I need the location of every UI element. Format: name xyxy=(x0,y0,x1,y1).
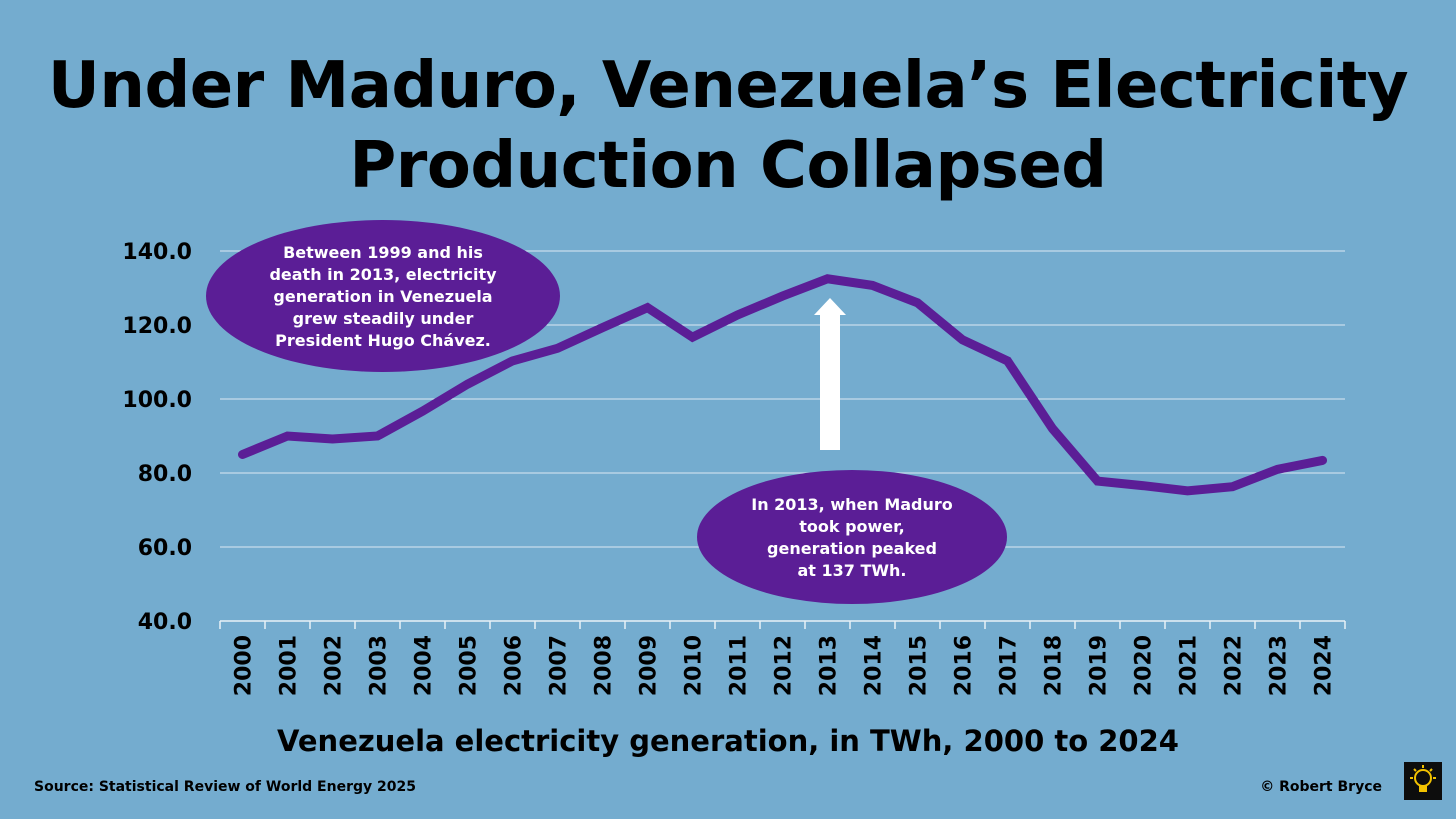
x-tick-label: 2005 xyxy=(457,635,482,696)
y-axis-ticks: 40.0 60.0 80.0 100.0 120.0 140.0 xyxy=(122,240,192,635)
x-tick-label: 2011 xyxy=(727,635,752,696)
x-axis-ticks: 2000 2001 2002 2003 2004 2005 2006 2007 2008 2009… xyxy=(232,635,1337,696)
x-tick-label: 2022 xyxy=(1222,635,1247,696)
x-tick-label: 2017 xyxy=(997,635,1022,696)
callouts: Between 1999 and his death in 2013, elect… xyxy=(206,220,1007,604)
chavez-callout-text: death in 2013, electricity xyxy=(269,265,497,284)
y-tick-label: 100.0 xyxy=(122,388,192,413)
up-arrow-icon xyxy=(814,298,846,450)
x-tick-label: 2021 xyxy=(1177,635,1202,696)
copyright-credit: © Robert Bryce xyxy=(1260,779,1382,795)
x-tick-label: 2012 xyxy=(772,635,797,696)
maduro-callout-text: In 2013, when Maduro xyxy=(751,495,953,514)
y-tick-label: 80.0 xyxy=(138,462,192,487)
series-group xyxy=(238,274,1327,496)
y-tick-label: 140.0 xyxy=(122,240,192,265)
chart-title: Under Maduro, Venezuela’s Electricity Pr… xyxy=(47,49,1409,203)
x-tick-label: 2015 xyxy=(907,635,932,696)
chavez-callout-text: Between 1999 and his xyxy=(283,243,483,262)
maduro-callout-text: took power, xyxy=(799,517,905,536)
x-axis-label: Venezuela electricity generation, in TWh… xyxy=(277,724,1179,758)
lightbulb-logo-icon xyxy=(1404,762,1442,800)
x-tick-label: 2019 xyxy=(1087,635,1112,696)
y-tick-label: 60.0 xyxy=(138,536,192,561)
y-tick-label: 120.0 xyxy=(122,314,192,339)
x-tick-label: 2013 xyxy=(817,635,842,696)
chavez-callout-text: grew steadily under xyxy=(293,309,474,328)
x-tick-label: 2000 xyxy=(232,635,257,696)
x-tick-label: 2002 xyxy=(322,635,347,696)
x-tick-label: 2004 xyxy=(412,635,437,696)
x-tick-label: 2006 xyxy=(502,635,527,696)
chavez-callout-text: generation in Venezuela xyxy=(273,287,492,306)
chavez-callout-bubble xyxy=(206,220,560,372)
x-tick-label: 2016 xyxy=(952,635,977,696)
x-tick-label: 2009 xyxy=(637,635,662,696)
axes xyxy=(219,620,1346,629)
x-tick-label: 2024 xyxy=(1312,635,1337,696)
x-tick-label: 2014 xyxy=(862,635,887,696)
maduro-callout-bubble xyxy=(697,470,1007,604)
x-tick-label: 2023 xyxy=(1267,635,1292,696)
maduro-callout-text: generation peaked xyxy=(767,539,937,558)
x-tick-label: 2018 xyxy=(1042,635,1067,696)
x-tick-label: 2008 xyxy=(592,635,617,696)
x-tick-label: 2001 xyxy=(277,635,302,696)
source-note: Source: Statistical Review of World Ener… xyxy=(34,779,416,795)
x-tick-label: 2003 xyxy=(367,635,392,696)
x-tick-label: 2010 xyxy=(682,635,707,696)
y-tick-label: 40.0 xyxy=(138,610,192,635)
maduro-callout-text: at 137 TWh. xyxy=(797,561,906,580)
chavez-callout-text: President Hugo Chávez. xyxy=(275,331,491,350)
x-tick-label: 2007 xyxy=(547,635,572,696)
x-tick-label: 2020 xyxy=(1132,635,1157,696)
